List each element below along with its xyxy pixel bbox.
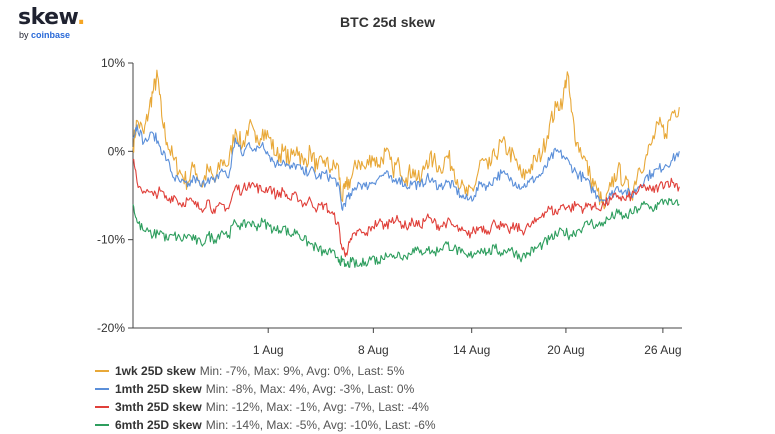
legend-swatch — [95, 388, 109, 390]
legend-series-name: 6mth 25D skew — [115, 418, 202, 432]
logo-wordmark: skew. — [18, 5, 85, 30]
legend-item[interactable]: 1wk 25D skew Min: -7%, Max: 9%, Avg: 0%, … — [95, 362, 436, 380]
legend-series-name: 1mth 25D skew — [115, 382, 202, 396]
chart-axes: 10% 0% -10% -20% 1 Aug 8 Aug 14 Aug 20 Aug 26 Au… — [97, 56, 682, 357]
chart-title: BTC 25d skew — [340, 14, 435, 30]
series-line-3 — [132, 158, 680, 258]
y-tick-label: 0% — [108, 144, 126, 158]
series-line-4 — [132, 197, 680, 268]
legend-series-stats: Min: -7%, Max: 9%, Avg: 0%, Last: 5% — [199, 364, 405, 378]
y-tick-label: -20% — [97, 321, 125, 335]
legend-series-name: 1wk 25D skew — [115, 364, 196, 378]
legend-item[interactable]: 3mth 25D skew Min: -12%, Max: -1%, Avg: -… — [95, 398, 436, 416]
x-tick-label: 14 Aug — [453, 343, 490, 357]
logo-byline: by coinbase — [19, 30, 71, 40]
x-tick-label: 26 Aug — [644, 343, 681, 357]
legend-series-name: 3mth 25D skew — [115, 400, 202, 414]
legend-series-stats: Min: -12%, Max: -1%, Avg: -7%, Last: -4% — [205, 400, 429, 414]
legend-item[interactable]: 1mth 25D skew Min: -8%, Max: 4%, Avg: -3%… — [95, 380, 436, 398]
legend-swatch — [95, 424, 109, 426]
legend-swatch — [95, 370, 109, 372]
y-tick-label: 10% — [101, 56, 125, 70]
x-tick-label: 1 Aug — [253, 343, 284, 357]
skew-logo: skew. by coinbase — [18, 5, 85, 41]
legend-item[interactable]: 6mth 25D skew Min: -14%, Max: -5%, Avg: -… — [95, 416, 436, 434]
chart-lines — [132, 69, 680, 268]
legend-series-stats: Min: -8%, Max: 4%, Avg: -3%, Last: 0% — [205, 382, 415, 396]
y-tick-label: -10% — [97, 233, 125, 247]
series-line-1 — [132, 69, 680, 210]
legend-series-stats: Min: -14%, Max: -5%, Avg: -10%, Last: -6… — [205, 418, 436, 432]
series-line-2 — [132, 124, 680, 211]
legend-swatch — [95, 406, 109, 408]
chart-legend: 1wk 25D skew Min: -7%, Max: 9%, Avg: 0%, … — [95, 362, 436, 434]
x-tick-label: 20 Aug — [547, 343, 584, 357]
x-tick-label: 8 Aug — [358, 343, 389, 357]
